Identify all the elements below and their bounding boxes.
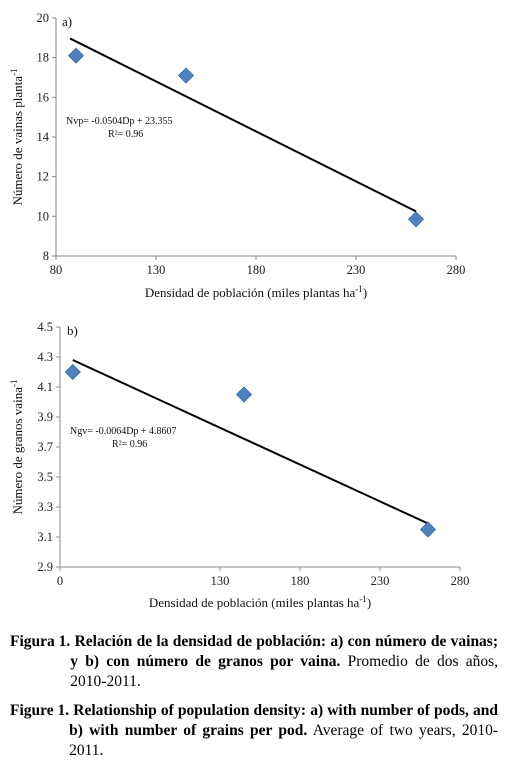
x-tick-label: 280	[451, 574, 470, 588]
trendline	[72, 359, 429, 525]
x-tick-label: 80	[50, 263, 63, 277]
data-point-marker	[64, 363, 81, 381]
y-tick-label: 3.5	[37, 470, 53, 484]
y-axis-title: Número de vainas planta-1	[9, 68, 25, 205]
data-point-marker	[177, 67, 195, 84]
y-tick-label: 4.3	[37, 350, 53, 364]
y-tick-label: 12	[37, 170, 50, 184]
y-axis-title: Número de granos vaina-1	[9, 380, 25, 515]
x-axis-title-superscript: -1	[359, 594, 367, 604]
data-point-marker	[235, 386, 253, 403]
x-axis-title-main: Densidad de población (miles plantas ha	[145, 285, 356, 300]
x-tick-label: 130	[211, 574, 230, 588]
caption-es-rest: Promedio de dos años, 2010-2011.	[70, 653, 498, 690]
y-tick-label: 4.1	[37, 380, 53, 394]
x-tick-label: 230	[371, 574, 390, 588]
data-point-marker	[67, 47, 85, 64]
caption-en-label: Figure 1.	[10, 702, 70, 719]
caption-es-bold: Relación de la densidad de población: a)…	[70, 633, 499, 670]
chart-panel-2: 2.9 3.1 3.3 3.5 3.7 3.9 4.1 4.3 4.5 0 130 180 230 280…	[9, 320, 469, 610]
y-axis-title-superscript: -1	[9, 68, 19, 76]
y-tick-label: 3.7	[37, 440, 53, 454]
caption-es-label: Figura 1.	[10, 633, 71, 650]
x-tick-label: 280	[447, 263, 466, 277]
y-tick-label: 10	[37, 209, 50, 223]
x-tick-label: 230	[347, 263, 366, 277]
y-axis-title-main: Número de granos vaina	[10, 387, 25, 515]
caption-spanish: Figura 1. Relación de la densidad de pob…	[10, 632, 498, 692]
data-point-marker	[407, 211, 425, 228]
regression-equation: Ngv= -0.0064Dp + 4.8607	[70, 426, 177, 437]
panel-label: a)	[62, 14, 72, 29]
data-point-marker	[419, 521, 437, 538]
y-tick-label: 16	[37, 90, 50, 104]
regression-equation: Nvp= -0.0504Dp + 23.355	[66, 116, 173, 127]
x-axis-title-end: )	[367, 595, 371, 610]
x-tick-label: 180	[247, 263, 266, 277]
caption-english: Figure 1. Relationship of population den…	[10, 701, 498, 761]
x-axis-title-end: )	[363, 285, 367, 300]
y-tick-label: 3.1	[37, 530, 53, 544]
y-tick-label: 18	[37, 51, 50, 65]
x-tick-label: 180	[291, 574, 310, 588]
y-tick-label: 14	[37, 130, 50, 144]
r-squared-label: R²= 0.96	[112, 439, 147, 450]
r-squared-label: R²= 0.96	[108, 129, 143, 140]
y-tick-label: 8	[43, 249, 49, 263]
caption-en-bold: Relationship of population density: a) w…	[69, 702, 499, 739]
y-axis-title-main: Número de vainas planta	[10, 76, 25, 206]
x-tick-label: 130	[147, 263, 166, 277]
x-axis-title-main: Densidad de población (miles plantas ha	[149, 595, 360, 610]
chart-panel-1: 8 10 12 14 16 18 20 80 130 180 230 280 Nvp= -0.0504D…	[9, 11, 465, 300]
y-tick-label: 2.9	[37, 560, 53, 574]
y-tick-label: 4.5	[37, 320, 53, 334]
y-axis-title-superscript: -1	[9, 380, 19, 388]
y-tick-label: 3.3	[37, 500, 53, 514]
y-tick-label: 20	[37, 11, 50, 25]
panel-label: b)	[67, 323, 78, 338]
trendline	[69, 37, 417, 213]
x-axis-title: Densidad de población (miles plantas ha-…	[149, 594, 371, 610]
x-axis-title: Densidad de población (miles plantas ha-…	[145, 284, 367, 300]
x-axis-title-superscript: -1	[355, 284, 363, 294]
y-tick-label: 3.9	[37, 410, 53, 424]
caption-en-rest: Average of two years, 2010-2011.	[69, 722, 499, 759]
x-tick-label: 0	[57, 574, 63, 588]
